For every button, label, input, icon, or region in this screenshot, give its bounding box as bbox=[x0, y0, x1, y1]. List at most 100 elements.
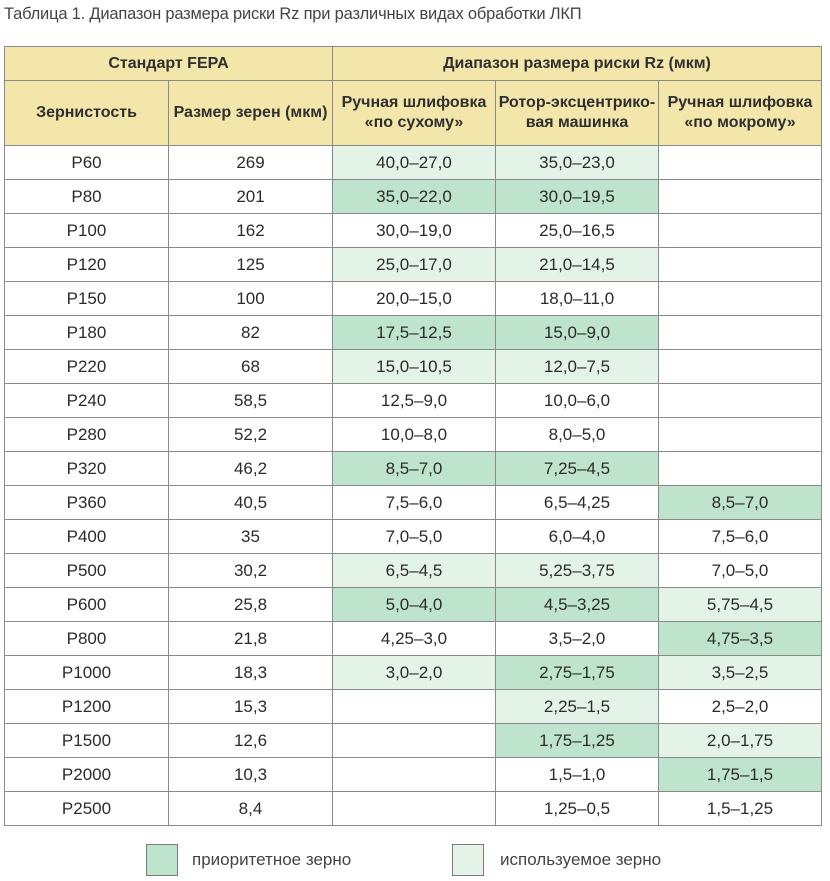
cell-wet-range bbox=[658, 451, 822, 486]
cell-wet-range: 8,5–7,0 bbox=[658, 485, 822, 520]
table-row: P400 35 7,0–5,0 6,0–4,0 7,5–6,0 bbox=[4, 519, 822, 554]
table-row: P2500 8,4 1,25–0,5 1,5–1,25 bbox=[4, 791, 822, 826]
cell-size: 201 bbox=[168, 179, 333, 214]
cell-dry-range: 8,5–7,0 bbox=[332, 451, 496, 486]
cell-wet-range: 7,0–5,0 bbox=[658, 553, 822, 588]
cell-size: 35 bbox=[168, 519, 333, 554]
cell-grit: P220 bbox=[4, 349, 169, 384]
table-row: P500 30,2 6,5–4,5 5,25–3,75 7,0–5,0 bbox=[4, 553, 822, 588]
cell-orbital-range: 6,5–4,25 bbox=[495, 485, 659, 520]
cell-wet-range: 7,5–6,0 bbox=[658, 519, 822, 554]
cell-grit: P360 bbox=[4, 485, 169, 520]
header-grit: Зернистость bbox=[4, 80, 169, 146]
cell-size: 46,2 bbox=[168, 451, 333, 486]
cell-dry-range bbox=[332, 689, 496, 724]
table-row: P280 52,2 10,0–8,0 8,0–5,0 bbox=[4, 417, 822, 452]
cell-dry-range: 40,0–27,0 bbox=[332, 145, 496, 180]
header-group-standard: Стандарт FEPA bbox=[4, 46, 333, 81]
cell-orbital-range: 7,25–4,5 bbox=[495, 451, 659, 486]
cell-wet-range bbox=[658, 383, 822, 418]
table-row: P1200 15,3 2,25–1,5 2,5–2,0 bbox=[4, 689, 822, 724]
cell-grit: P80 bbox=[4, 179, 169, 214]
cell-dry-range: 4,25–3,0 bbox=[332, 621, 496, 656]
cell-grit: P100 bbox=[4, 213, 169, 248]
cell-grit: P600 bbox=[4, 587, 169, 622]
cell-orbital-range: 21,0–14,5 bbox=[495, 247, 659, 282]
cell-grit: P240 bbox=[4, 383, 169, 418]
table-row: P80 201 35,0–22,0 30,0–19,5 bbox=[4, 179, 822, 214]
cell-grit: P320 bbox=[4, 451, 169, 486]
cell-grit: P400 bbox=[4, 519, 169, 554]
table-caption: Таблица 1. Диапазон размера риски Rz при… bbox=[4, 5, 582, 23]
cell-grit: P2000 bbox=[4, 757, 169, 792]
cell-grit: P500 bbox=[4, 553, 169, 588]
cell-wet-range bbox=[658, 349, 822, 384]
header-size: Размер зерен (мкм) bbox=[168, 80, 333, 146]
cell-size: 68 bbox=[168, 349, 333, 384]
cell-dry-range: 3,0–2,0 bbox=[332, 655, 496, 690]
cell-wet-range bbox=[658, 179, 822, 214]
table-row: P800 21,8 4,25–3,0 3,5–2,0 4,75–3,5 bbox=[4, 621, 822, 656]
cell-grit: P60 bbox=[4, 145, 169, 180]
cell-orbital-range: 30,0–19,5 bbox=[495, 179, 659, 214]
cell-orbital-range: 25,0–16,5 bbox=[495, 213, 659, 248]
cell-dry-range bbox=[332, 757, 496, 792]
cell-wet-range: 3,5–2,5 bbox=[658, 655, 822, 690]
cell-size: 100 bbox=[168, 281, 333, 316]
table-row: P600 25,8 5,0–4,0 4,5–3,25 5,75–4,5 bbox=[4, 587, 822, 622]
cell-grit: P1500 bbox=[4, 723, 169, 758]
cell-size: 40,5 bbox=[168, 485, 333, 520]
cell-dry-range: 15,0–10,5 bbox=[332, 349, 496, 384]
cell-dry-range: 35,0–22,0 bbox=[332, 179, 496, 214]
legend-label-priority: приоритетное зерно bbox=[192, 850, 352, 869]
cell-size: 82 bbox=[168, 315, 333, 350]
cell-orbital-range: 18,0–11,0 bbox=[495, 281, 659, 316]
table-row: P1000 18,3 3,0–2,0 2,75–1,75 3,5–2,5 bbox=[4, 655, 822, 690]
table-row: P320 46,2 8,5–7,0 7,25–4,5 bbox=[4, 451, 822, 486]
cell-size: 10,3 bbox=[168, 757, 333, 792]
table-row: P220 68 15,0–10,5 12,0–7,5 bbox=[4, 349, 822, 384]
cell-orbital-range: 1,75–1,25 bbox=[495, 723, 659, 758]
legend-label-used: используемое зерно bbox=[500, 850, 662, 869]
cell-dry-range: 10,0–8,0 bbox=[332, 417, 496, 452]
cell-wet-range: 1,5–1,25 bbox=[658, 791, 822, 826]
cell-dry-range bbox=[332, 723, 496, 758]
cell-size: 52,2 bbox=[168, 417, 333, 452]
cell-dry-range: 7,0–5,0 bbox=[332, 519, 496, 554]
cell-wet-range bbox=[658, 281, 822, 316]
header-wet-sanding: Ручная шлифовка «по мокрому» bbox=[658, 80, 822, 146]
cell-wet-range bbox=[658, 417, 822, 452]
cell-grit: P1000 bbox=[4, 655, 169, 690]
table-row: P60 269 40,0–27,0 35,0–23,0 bbox=[4, 145, 822, 180]
cell-orbital-range: 3,5–2,0 bbox=[495, 621, 659, 656]
cell-grit: P1200 bbox=[4, 689, 169, 724]
cell-orbital-range: 10,0–6,0 bbox=[495, 383, 659, 418]
cell-orbital-range: 8,0–5,0 bbox=[495, 417, 659, 452]
table-row: P1500 12,6 1,75–1,25 2,0–1,75 bbox=[4, 723, 822, 758]
cell-size: 162 bbox=[168, 213, 333, 248]
cell-dry-range: 6,5–4,5 bbox=[332, 553, 496, 588]
cell-grit: P800 bbox=[4, 621, 169, 656]
cell-dry-range: 5,0–4,0 bbox=[332, 587, 496, 622]
cell-wet-range bbox=[658, 213, 822, 248]
cell-size: 30,2 bbox=[168, 553, 333, 588]
cell-wet-range: 2,5–2,0 bbox=[658, 689, 822, 724]
cell-dry-range: 12,5–9,0 bbox=[332, 383, 496, 418]
header-orbital-sander: Ротор-эксцентрико-вая машинка bbox=[495, 80, 659, 146]
cell-dry-range: 30,0–19,0 bbox=[332, 213, 496, 248]
cell-wet-range bbox=[658, 145, 822, 180]
cell-wet-range bbox=[658, 247, 822, 282]
cell-size: 15,3 bbox=[168, 689, 333, 724]
cell-size: 269 bbox=[168, 145, 333, 180]
cell-size: 125 bbox=[168, 247, 333, 282]
cell-size: 25,8 bbox=[168, 587, 333, 622]
table-row: P240 58,5 12,5–9,0 10,0–6,0 bbox=[4, 383, 822, 418]
cell-orbital-range: 6,0–4,0 bbox=[495, 519, 659, 554]
cell-size: 58,5 bbox=[168, 383, 333, 418]
cell-grit: P120 bbox=[4, 247, 169, 282]
cell-dry-range: 20,0–15,0 bbox=[332, 281, 496, 316]
cell-size: 21,8 bbox=[168, 621, 333, 656]
cell-wet-range bbox=[658, 315, 822, 350]
cell-orbital-range: 1,5–1,0 bbox=[495, 757, 659, 792]
table-row: P150 100 20,0–15,0 18,0–11,0 bbox=[4, 281, 822, 316]
